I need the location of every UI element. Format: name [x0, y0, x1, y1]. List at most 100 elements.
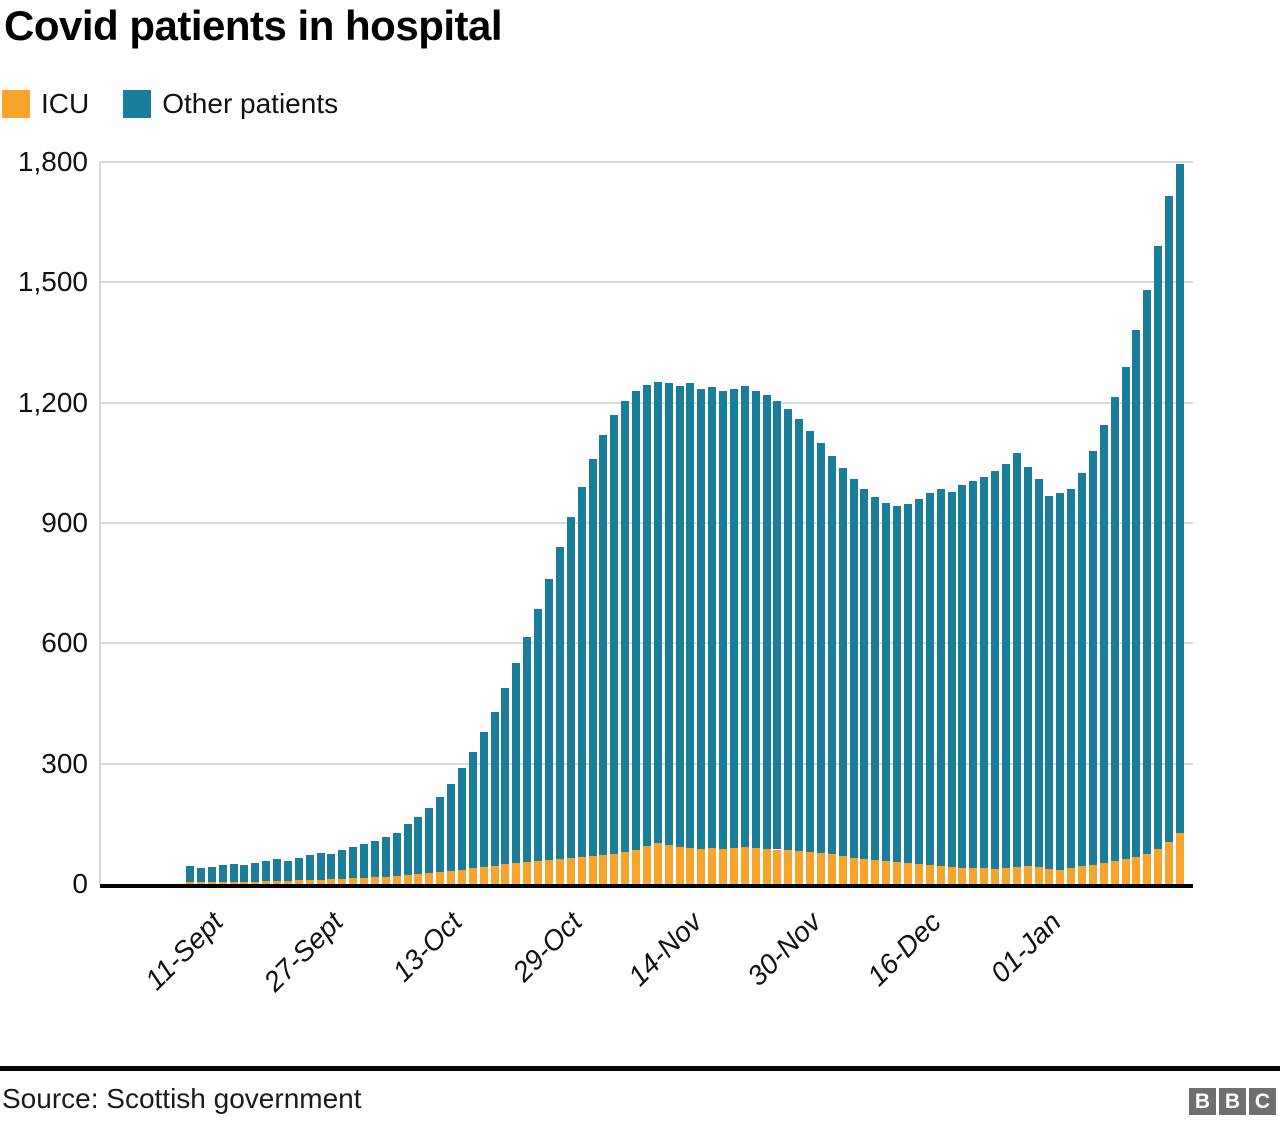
bar-segment-other	[936, 488, 945, 866]
bar-segment-icu	[294, 880, 303, 884]
bar-segment-other	[784, 408, 793, 851]
bar-segment-other	[1045, 495, 1054, 869]
bar-segment-other	[381, 836, 390, 877]
bar-segment-other	[980, 476, 989, 869]
bar-segment-other	[751, 390, 760, 848]
bar-segment-other	[708, 386, 717, 848]
bar-segment-other	[294, 857, 303, 881]
bar-segment-icu	[1001, 867, 1010, 884]
bar-segment-icu	[381, 876, 390, 884]
bar-segment-other	[762, 394, 771, 849]
chart-title: Covid patients in hospital	[4, 2, 503, 49]
bar-segment-icu	[599, 855, 608, 884]
bar-segment-other	[1165, 196, 1174, 842]
x-axis-tick-label: 29-Oct	[506, 906, 588, 988]
bar-segment-icu	[186, 882, 194, 884]
bar-segment-icu	[1121, 859, 1130, 884]
bar-segment-icu	[893, 862, 902, 884]
bar-segment-other	[642, 384, 651, 846]
bar-segment-icu	[1078, 866, 1087, 884]
bar-segment-icu	[283, 880, 292, 884]
bar-segment-icu	[316, 879, 325, 884]
bar-segment-other	[447, 783, 456, 871]
bar-segment-icu	[436, 871, 445, 884]
bar-segment-other	[697, 388, 706, 849]
bar-segment-other	[1001, 463, 1010, 868]
bar-segment-icu	[610, 854, 619, 884]
bar-segment-other	[1078, 472, 1087, 867]
bar-segment-other	[632, 391, 641, 850]
bar-segment-other	[1143, 290, 1152, 854]
footer-divider	[0, 1066, 1280, 1071]
bar-segment-icu	[838, 855, 847, 884]
bar-segment-other	[849, 478, 858, 858]
bar-segment-icu	[860, 858, 869, 884]
bar-segment-other	[947, 491, 956, 867]
bbc-logo-block: B	[1189, 1088, 1216, 1115]
bar-segment-other	[305, 855, 314, 880]
bar-segment-icu	[370, 877, 379, 884]
bar-segment-other	[827, 455, 836, 855]
bar-segment-icu	[784, 850, 793, 884]
bar-segment-icu	[925, 865, 934, 884]
bar-segment-other	[414, 816, 423, 874]
bar-segment-other	[425, 807, 434, 874]
bar-segment-icu	[795, 851, 804, 884]
bar-segment-icu	[1110, 861, 1119, 884]
bar-segment-other	[229, 863, 238, 882]
bar-segment-other	[1067, 488, 1076, 868]
gridline	[100, 281, 1193, 284]
bar-segment-other	[273, 859, 282, 881]
bar-segment-icu	[403, 875, 412, 884]
bar-segment-icu	[849, 857, 858, 884]
bar-segment-icu	[642, 845, 651, 884]
bar-segment-other	[740, 385, 749, 848]
bar-segment-icu	[457, 869, 466, 884]
bar-segment-other	[566, 516, 575, 858]
x-axis-tick-label: 14-Nov	[621, 906, 708, 992]
bar-segment-icu	[218, 881, 227, 884]
x-axis-tick-label: 01-Jan	[984, 906, 1067, 989]
bar-segment-other	[523, 637, 532, 862]
bar-segment-other	[1034, 478, 1043, 867]
bar-segment-other	[860, 488, 869, 859]
gridline	[100, 161, 1193, 163]
y-axis-tick-label: 300	[41, 747, 88, 779]
bar-segment-other	[370, 840, 379, 878]
bar-segment-icu	[545, 859, 553, 884]
bar-segment-icu	[816, 852, 825, 884]
bar-segment-icu	[947, 866, 956, 884]
bar-segment-icu	[1175, 832, 1184, 884]
bar-segment-icu	[490, 865, 499, 884]
bar-segment-icu	[969, 867, 978, 884]
bar-segment-icu	[501, 863, 510, 884]
bar-segment-icu	[349, 878, 358, 884]
bar-segment-other	[882, 502, 891, 862]
bar-segment-icu	[1132, 856, 1141, 884]
bar-segment-icu	[577, 857, 586, 884]
bar-segment-icu	[414, 873, 423, 884]
bar-segment-other	[588, 458, 597, 856]
bar-segment-other	[914, 498, 923, 864]
bar-segment-icu	[588, 855, 597, 884]
bbc-logo-block: C	[1249, 1088, 1276, 1115]
bar-segment-icu	[555, 858, 564, 884]
bar-segment-icu	[686, 847, 695, 884]
bar-segment-icu	[251, 881, 260, 884]
bar-segment-icu	[1012, 867, 1021, 884]
bar-segment-icu	[360, 877, 369, 884]
bar-segment-icu	[1067, 867, 1076, 884]
bar-segment-icu	[1143, 853, 1152, 884]
bar-segment-icu	[1088, 864, 1097, 884]
bar-segment-icu	[904, 863, 912, 884]
bar-segment-icu	[740, 847, 749, 884]
bar-segment-other	[1175, 164, 1184, 833]
y-axis-tick-label: 600	[41, 627, 88, 659]
bar-segment-icu	[621, 851, 630, 884]
x-axis-tick-label: 16-Dec	[861, 906, 947, 992]
bar-segment-icu	[425, 873, 434, 884]
bar-segment-other	[893, 506, 902, 863]
bar-segment-other	[1012, 452, 1021, 868]
bar-segment-other	[599, 434, 608, 856]
